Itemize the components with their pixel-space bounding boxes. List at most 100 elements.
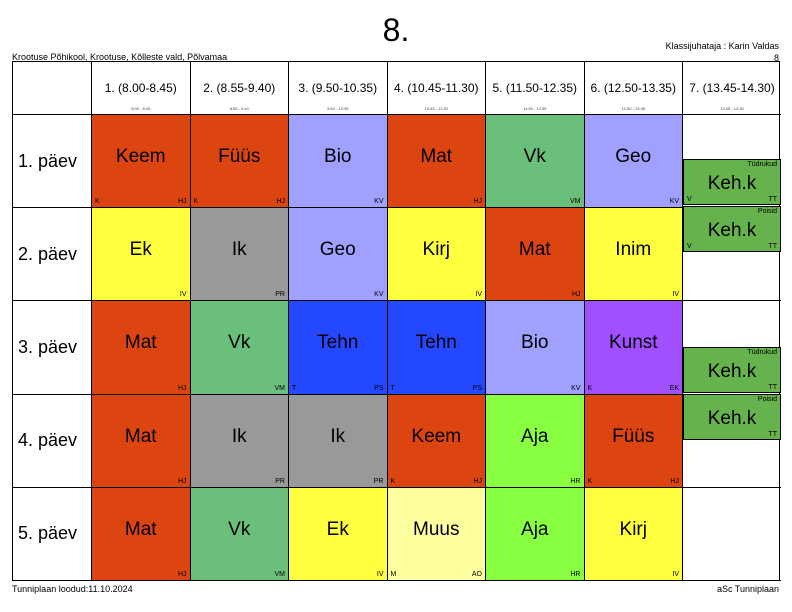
lesson-cell[interactable]: Keem K HJ — [386, 394, 485, 488]
lesson-subject: Keh.k — [707, 361, 757, 382]
empty-period-cell — [682, 208, 781, 302]
lesson-cell[interactable]: Mat HJ — [91, 301, 190, 395]
lesson-teacher: VM — [570, 198, 581, 206]
lesson-cell[interactable]: Vk VM — [189, 301, 288, 395]
school-name: Krootuse Põhikool, Krootuse, Kõlleste va… — [12, 52, 228, 62]
lesson-cell[interactable]: Füüs K HJ — [189, 115, 288, 209]
lesson-subject: Vk — [228, 518, 251, 540]
lesson-section: Poisid — [757, 208, 777, 215]
lesson-teacher: VM — [274, 570, 286, 578]
lesson-teacher: HJ — [177, 570, 187, 578]
lesson-group: M — [390, 570, 397, 578]
lesson-group: V — [687, 243, 692, 250]
lesson-teacher: HJ — [473, 198, 482, 206]
lesson-teacher: HR — [570, 477, 581, 485]
split-lesson-cell[interactable]: Poisid Keh.k TT — [683, 394, 781, 440]
lesson-subject: Füüs — [218, 146, 261, 168]
period-label: 4. (10.45-11.30) — [394, 81, 479, 95]
lesson-teacher: HJ — [177, 198, 187, 206]
lesson-teacher: IV — [376, 570, 384, 578]
lesson-subject: Füüs — [612, 425, 655, 447]
lesson-cell[interactable]: Bio KV — [485, 301, 584, 395]
lesson-teacher: IV — [672, 291, 679, 299]
lesson-cell[interactable]: Geo KV — [288, 208, 387, 302]
lesson-cell[interactable]: Ek IV — [288, 487, 387, 581]
period-time: 8:55 - 9:40 — [229, 106, 249, 111]
lesson-subject: Keem — [411, 425, 462, 447]
lesson-teacher: TT — [768, 196, 777, 203]
lesson-subject: Ik — [330, 425, 346, 447]
lesson-teacher: HJ — [670, 477, 679, 485]
lesson-subject: Geo — [319, 239, 356, 261]
split-lesson-cell[interactable]: Tüdrukud Keh.k TT — [683, 347, 781, 393]
lesson-teacher: HJ — [177, 384, 187, 392]
lesson-cell[interactable]: Keem K HJ — [91, 115, 190, 209]
lesson-group: V — [687, 196, 692, 203]
split-lesson-cell[interactable]: Poisid Keh.k V TT — [683, 206, 781, 252]
lesson-subject: Keem — [115, 146, 166, 168]
lesson-cell[interactable]: Kirj IV — [386, 208, 485, 302]
lesson-group: K — [95, 198, 100, 206]
lesson-teacher: PR — [373, 477, 384, 485]
lesson-cell[interactable]: Ik PR — [189, 394, 288, 488]
lesson-cell[interactable]: Mat HJ — [91, 394, 190, 488]
lesson-teacher: KV — [669, 198, 679, 206]
lesson-subject: Muus — [413, 518, 460, 540]
lesson-group: K — [587, 477, 593, 485]
class-teacher-class: 8 — [773, 53, 779, 63]
lesson-cell[interactable]: Mat HJ — [91, 487, 190, 581]
lesson-cell[interactable]: Vk VM — [485, 115, 584, 209]
class-teacher-info: Klassijuhataja : Karin Valdas 8 — [666, 40, 779, 64]
lesson-teacher: HJ — [473, 477, 482, 485]
lesson-cell[interactable]: Muus M AO — [386, 487, 485, 581]
lesson-cell[interactable]: Kirj IV — [583, 487, 682, 581]
lesson-cell[interactable]: Mat HJ — [485, 208, 584, 302]
lesson-teacher: IV — [672, 570, 679, 578]
split-lesson-cell[interactable]: Tüdrukud Keh.k V TT — [683, 159, 781, 205]
period-label: 7. (13.45-14.30) — [689, 81, 775, 95]
lesson-group: K — [587, 384, 593, 392]
lesson-section: Tüdrukud — [747, 161, 777, 168]
lesson-cell[interactable]: Vk VM — [189, 487, 288, 581]
lesson-subject: Keh.k — [707, 220, 757, 241]
lesson-cell[interactable]: Füüs K HJ — [583, 394, 682, 488]
lesson-cell[interactable]: Tehn T PS — [288, 301, 387, 395]
generator-label: aSc Tunniplaan — [716, 584, 779, 594]
lesson-subject: Ik — [231, 239, 247, 261]
class-title: 8. — [382, 12, 410, 48]
lesson-teacher: VM — [274, 384, 286, 392]
lesson-section: Poisid — [757, 396, 777, 403]
lesson-subject: Aja — [521, 425, 549, 447]
day-label: 1. päev — [13, 115, 91, 209]
period-time: 9:50 - 10:35 — [327, 106, 349, 111]
empty-period-cell — [682, 487, 781, 581]
lesson-cell[interactable]: Kunst K EK — [583, 301, 682, 395]
lesson-subject: Mat — [124, 425, 157, 447]
created-date: Tunniplaan loodud:11.10.2024 — [12, 584, 133, 594]
period-header: 3. (9.50-10.35) 9:50 - 10:35 — [288, 62, 387, 115]
lesson-cell[interactable]: Bio KV — [288, 115, 387, 209]
lesson-teacher: TT — [768, 384, 777, 391]
lesson-teacher: HR — [570, 570, 581, 578]
lesson-subject: Vk — [523, 146, 546, 168]
lesson-cell[interactable]: Aja HR — [485, 487, 584, 581]
lesson-cell[interactable]: Ik PR — [189, 208, 288, 302]
lesson-teacher: PR — [275, 291, 285, 299]
lesson-cell[interactable]: Aja HR — [485, 394, 584, 488]
lesson-cell[interactable]: Ek IV — [91, 208, 190, 302]
lesson-cell[interactable]: Geo KV — [583, 115, 682, 209]
lesson-subject: Mat — [124, 332, 157, 354]
lesson-cell[interactable]: Tehn T PS — [386, 301, 485, 395]
lesson-teacher: HJ — [177, 477, 187, 485]
period-header: 6. (12.50-13.35) 12:50 - 13:35 — [583, 62, 682, 115]
lesson-subject: Kirj — [619, 518, 647, 540]
lesson-cell[interactable]: Inim IV — [583, 208, 682, 302]
lesson-subject: Geo — [615, 146, 652, 168]
lesson-cell[interactable]: Mat HJ — [386, 115, 485, 209]
lesson-subject: Mat — [124, 518, 157, 540]
lesson-group: T — [390, 384, 395, 392]
lesson-cell[interactable]: Ik PR — [288, 394, 387, 488]
day-label: 4. päev — [13, 395, 91, 488]
day-label: 2. päev — [13, 208, 91, 302]
lesson-teacher: PS — [472, 384, 482, 392]
